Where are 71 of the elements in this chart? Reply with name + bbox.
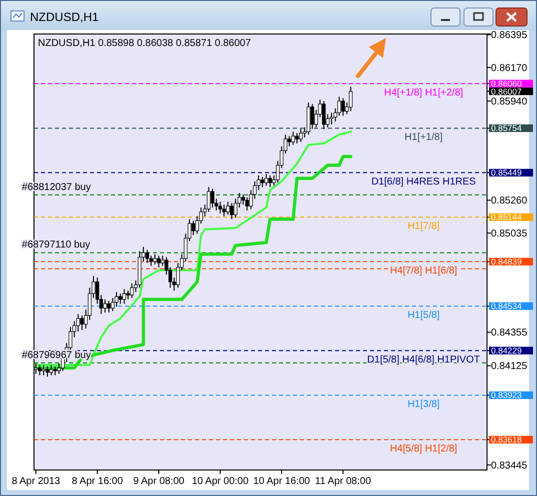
candlestick <box>245 196 249 211</box>
y-tick-label: 0.86170 <box>491 63 528 74</box>
y-tick-label: 0.83618 <box>491 434 522 445</box>
x-tick-label: 9 Apr 08:00 <box>133 476 185 487</box>
x-tick-label: 8 Apr 16:00 <box>72 476 124 487</box>
candlestick <box>299 128 303 142</box>
candlestick <box>156 255 161 268</box>
ref-line-label: H1[+1/8] <box>404 132 443 144</box>
y-tick-label: 0.85940 <box>491 96 528 108</box>
candlestick <box>206 186 210 212</box>
y-tick-label: 0.84839 <box>491 256 522 267</box>
candlestick <box>310 103 314 130</box>
candlestick <box>145 249 150 264</box>
x-tick-label: 11 Apr 08:00 <box>315 476 372 487</box>
candlestick <box>49 364 54 376</box>
candlestick <box>264 173 268 186</box>
candlestick <box>46 366 50 378</box>
x-tick-label: 10 Apr 16:00 <box>253 476 310 487</box>
x-tick-label: 8 Apr 2013 <box>12 476 61 487</box>
candlestick <box>322 100 326 130</box>
chart-title: NZDUSD,H1 <box>30 10 99 24</box>
x-tick-label: 10 Apr 00:00 <box>192 476 249 487</box>
candlestick <box>38 364 42 376</box>
y-tick-label: 0.86060 <box>491 78 522 89</box>
ref-line-label: D1[6/8] H4RES H1RES <box>371 176 476 188</box>
candlestick <box>218 201 222 214</box>
candlestick <box>103 298 107 314</box>
ref-line-label: H4[+1/8] H1[+2/8] <box>384 88 464 99</box>
y-tick-label: 0.84229 <box>491 346 522 356</box>
ref-line-label: H1[5/8] <box>407 310 440 322</box>
y-tick-label: 0.84534 <box>491 301 522 312</box>
y-tick-label: 0.86007 <box>491 86 522 96</box>
y-tick-label: 0.85449 <box>491 168 522 178</box>
y-tick-label: 0.85260 <box>491 196 528 207</box>
candlestick <box>118 293 122 304</box>
y-tick-label: 0.84125 <box>491 361 528 372</box>
candlestick <box>295 132 299 144</box>
candlestick <box>260 176 264 188</box>
candlestick <box>287 136 292 147</box>
y-tick-label: 0.84355 <box>491 328 528 339</box>
candlestick <box>114 292 118 308</box>
candlestick <box>153 254 157 265</box>
candlestick <box>330 112 334 125</box>
candlestick <box>291 131 295 146</box>
y-tick-label: 0.85035 <box>491 228 528 240</box>
chart-subtitle: NZDUSD,H1 0.85898 0.86038 0.85871 0.86007 <box>38 38 252 49</box>
candlestick <box>268 174 272 188</box>
candlestick <box>341 98 345 116</box>
y-tick-label: 0.85144 <box>491 212 522 222</box>
candlestick <box>256 174 260 191</box>
candlestick <box>107 300 111 314</box>
y-tick-label: 0.86395 <box>491 30 528 42</box>
y-tick-label: 0.83445 <box>491 460 528 472</box>
candlestick <box>210 188 214 208</box>
candlestick <box>192 220 196 236</box>
ref-line-label: H4[7/8] H1[6/8] <box>390 266 458 277</box>
candlestick <box>130 282 134 298</box>
candlestick <box>122 288 126 304</box>
y-tick-label: 0.85754 <box>491 123 522 134</box>
ref-line-label: H1[3/8] <box>407 399 440 410</box>
ref-line-label: D1[5/8] H4[6/8] H1PIVOT <box>367 354 480 366</box>
candlestick <box>80 314 84 331</box>
candlestick <box>230 202 234 220</box>
candlestick <box>222 204 226 217</box>
ref-line-label: H4[5/8] H1[2/8] <box>390 444 458 455</box>
candlestick <box>226 201 230 216</box>
y-tick-label: 0.83923 <box>491 390 522 400</box>
ref-line-label: H1[7/8] <box>407 221 440 232</box>
candlestick <box>42 364 46 376</box>
candlestick <box>348 86 353 112</box>
candlestick <box>160 255 164 266</box>
